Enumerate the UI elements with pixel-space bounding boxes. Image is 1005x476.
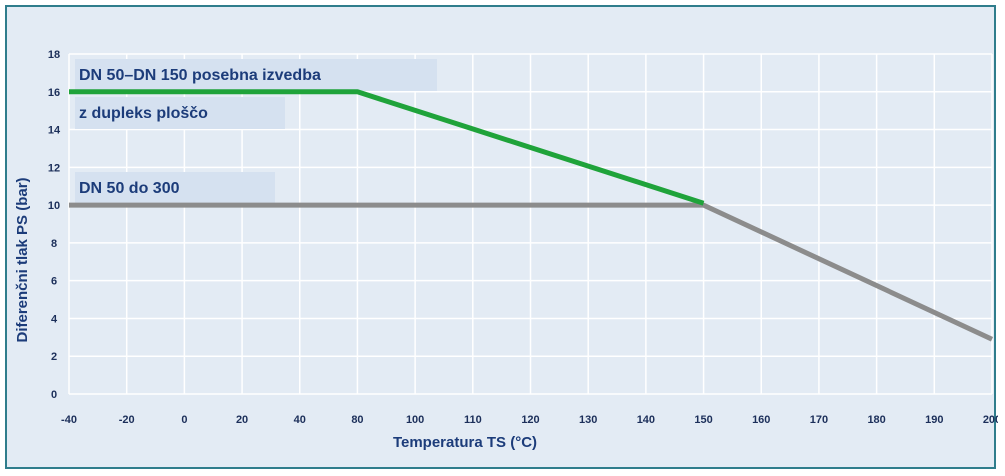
- x-tick-label: 140: [637, 414, 655, 426]
- x-tick-label: -40: [61, 414, 77, 426]
- x-tick-label: 120: [521, 414, 539, 426]
- x-tick-label: 0: [181, 414, 187, 426]
- x-tick-label: 150: [694, 414, 712, 426]
- x-tick-label: 40: [294, 414, 306, 426]
- x-tick-label: 180: [867, 414, 885, 426]
- series-label: z dupleks ploščo: [79, 105, 208, 122]
- x-tick-label: 190: [925, 414, 943, 426]
- series-line: [69, 89, 705, 206]
- series-line: [69, 202, 994, 342]
- y-tick-label: 14: [48, 125, 61, 137]
- series-lines: [69, 89, 994, 342]
- series-label-bg: [75, 59, 437, 91]
- x-tick-label: 200: [983, 414, 998, 426]
- x-tick-labels: -40 -20 0 20 40 80 100 110 120 130 140 150 160 170 180…: [61, 414, 998, 426]
- pressure-temperature-chart: -40 -20 0 20 40 80 100 110 120 130 140 150 160 170 180…: [14, 49, 998, 451]
- series-label-bg: [75, 172, 275, 204]
- y-tick-label: 4: [51, 313, 58, 325]
- chart-frame: -40 -20 0 20 40 80 100 110 120 130 140 150 160 170 180…: [5, 5, 998, 469]
- y-tick-label: 10: [48, 200, 60, 212]
- x-tick-label: 20: [236, 414, 248, 426]
- x-axis-title: Temperatura TS (°C): [393, 434, 537, 451]
- y-tick-label: 6: [51, 276, 57, 288]
- series-label-bg: [75, 97, 285, 129]
- y-tick-label: 16: [48, 87, 60, 99]
- y-tick-label: 0: [51, 389, 57, 401]
- x-tick-label: 80: [351, 414, 363, 426]
- y-tick-label: 2: [51, 351, 57, 363]
- series-labels: DN 50–DN 150 posebna izvedba z dupleks pl…: [79, 67, 321, 197]
- x-tick-label: 110: [464, 414, 482, 426]
- y-tick-label: 12: [48, 162, 60, 174]
- x-tick-label: 160: [752, 414, 770, 426]
- series-label-backgrounds: [75, 59, 437, 204]
- y-axis-title: Diferenčni tlak PS (bar): [14, 177, 31, 342]
- y-tick-label: 8: [51, 238, 57, 250]
- x-tick-label: -20: [119, 414, 135, 426]
- x-tick-label: 100: [406, 414, 424, 426]
- y-tick-labels: 0 2 4 6 8 10 12 14 16 18: [48, 49, 61, 401]
- y-tick-label: 18: [48, 49, 60, 61]
- x-tick-label: 170: [810, 414, 828, 426]
- x-tick-label: 130: [579, 414, 597, 426]
- series-label: DN 50–DN 150 posebna izvedba: [79, 67, 321, 84]
- series-label: DN 50 do 300: [79, 180, 180, 197]
